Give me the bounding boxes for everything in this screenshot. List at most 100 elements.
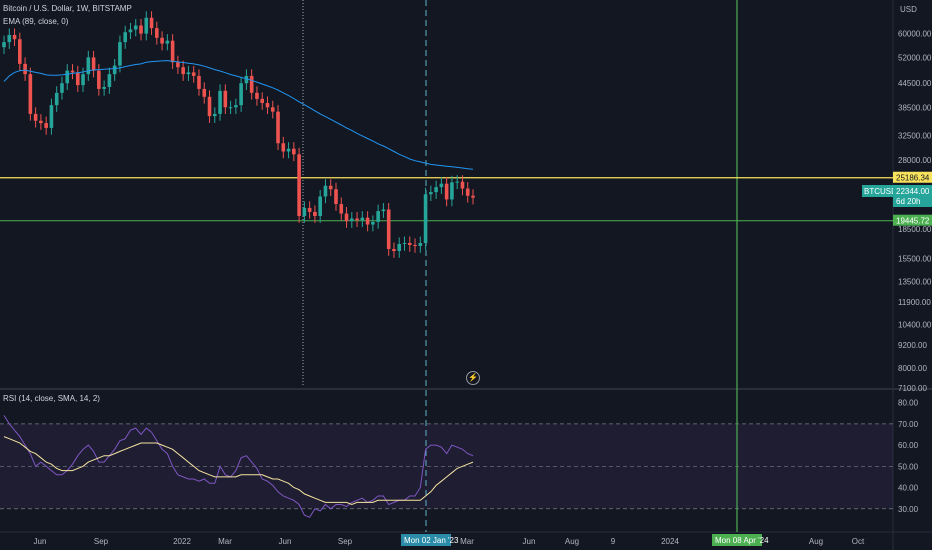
candle-body — [128, 29, 133, 33]
price-axis-tick: 44500.00 — [898, 79, 932, 88]
candle-body — [244, 75, 249, 84]
price-axis-tick: 38500.00 — [898, 103, 932, 112]
candle-body — [281, 143, 286, 152]
candle-body — [207, 96, 212, 117]
candle-body — [155, 28, 159, 38]
candle-body — [297, 154, 301, 217]
candle-body — [49, 105, 54, 128]
candle-body — [39, 120, 43, 124]
candle-body — [234, 105, 238, 108]
candle-body — [70, 70, 75, 73]
time-axis-tick: Mar — [460, 537, 474, 546]
candle-body — [265, 103, 270, 108]
crosshair-date-label: Mon 02 Jan '23 — [404, 536, 459, 545]
time-axis-tick: 2022 — [173, 537, 191, 546]
green-line-date-tag — [712, 534, 762, 546]
candle-body — [318, 196, 322, 217]
rsi-axis-tick: 50.00 — [898, 462, 919, 471]
price-axis-tick: 11900.00 — [898, 298, 931, 307]
price-axis-tick: 28000.00 — [898, 156, 932, 165]
ema-line — [3, 60, 474, 170]
time-axis-tick: Sep — [338, 537, 353, 546]
current-price-label: 22344.00 — [896, 187, 930, 196]
candle-body — [313, 211, 317, 217]
price-axis-tick: 60000.00 — [898, 30, 932, 39]
candle-body — [123, 32, 128, 43]
candle-body — [418, 243, 423, 246]
candle-body — [102, 86, 106, 89]
candle-body — [355, 218, 359, 221]
candle-body — [386, 209, 391, 249]
candle-body — [328, 185, 333, 190]
candle-body — [75, 72, 80, 86]
candle-body — [44, 123, 48, 128]
price-axis-currency: USD — [900, 5, 917, 14]
candle-body — [439, 183, 444, 188]
symbol-legend[interactable]: Bitcoin / U.S. Dollar, 1W, BITSTAMP — [3, 4, 132, 13]
green-price-tag-label: 19445.72 — [896, 217, 930, 226]
candle-body — [60, 83, 64, 93]
candle-body — [455, 181, 459, 183]
candle-body — [181, 67, 185, 75]
yellow-price-tag — [893, 171, 932, 183]
rsi-axis-tick: 30.00 — [898, 505, 919, 514]
price-axis-tick: 15500.00 — [898, 254, 932, 263]
time-axis-tick: Sep — [94, 537, 109, 546]
candle-body — [423, 194, 428, 244]
candle-body — [218, 90, 222, 114]
candle-body — [302, 207, 307, 217]
candle-body — [465, 188, 470, 196]
bar-countdown-label: 6d 20h — [896, 197, 920, 206]
time-axis-tick: Aug — [565, 537, 579, 546]
candle-body — [133, 25, 138, 30]
rsi-legend[interactable]: RSI (14, close, SMA, 14, 2) — [3, 394, 100, 403]
candle-body — [112, 65, 117, 75]
candle-body — [160, 37, 164, 44]
candle-body — [212, 113, 217, 117]
time-axis-tick: Jun — [34, 537, 47, 546]
candle-body — [392, 248, 396, 252]
price-axis-tick: 52000.00 — [898, 53, 932, 62]
candle-body — [228, 107, 233, 109]
candle-body — [429, 192, 433, 195]
lightning-icon[interactable]: ⚡ — [466, 371, 480, 385]
candle-body — [334, 189, 338, 205]
current-price-tag — [893, 185, 932, 207]
ema-legend[interactable]: EMA (89, close, 0) — [3, 17, 69, 26]
price-axis-tick: 7100.00 — [898, 384, 927, 393]
price-axis-tick: 10400.00 — [898, 321, 932, 330]
candle-body — [18, 39, 22, 64]
time-axis-tick: Jun — [523, 537, 536, 546]
candle-body — [12, 34, 17, 40]
green-price-tag — [893, 214, 932, 226]
candle-body — [33, 113, 38, 121]
candle-body — [450, 182, 454, 200]
candle-body — [97, 70, 101, 89]
candle-body — [107, 74, 112, 87]
candle-body — [223, 90, 228, 108]
candle-body — [186, 72, 191, 75]
price-axis-tick: 9200.00 — [898, 341, 927, 350]
candle-body — [407, 243, 412, 245]
candle-body — [149, 17, 154, 29]
rsi-axis-tick: 70.00 — [898, 420, 919, 429]
candle-body — [176, 62, 180, 68]
symbol-tag-label: BTCUSD — [864, 187, 897, 196]
candle-body — [339, 204, 344, 214]
candle-body — [286, 148, 291, 152]
candle-body — [376, 211, 380, 222]
candle-body — [255, 92, 259, 99]
candle-body — [276, 111, 280, 144]
symbol-tag — [862, 185, 893, 197]
candle-body — [54, 92, 59, 106]
rsi-axis-tick: 40.00 — [898, 484, 919, 493]
crosshair-date-tag — [401, 534, 451, 546]
time-axis-tick: 2024 — [661, 537, 679, 546]
rsi-axis-tick: 80.00 — [898, 399, 919, 408]
candle-body — [307, 207, 312, 212]
candle-body — [144, 17, 149, 34]
candle-body — [270, 107, 275, 112]
candle-body — [397, 243, 402, 252]
candle-body — [65, 70, 70, 84]
